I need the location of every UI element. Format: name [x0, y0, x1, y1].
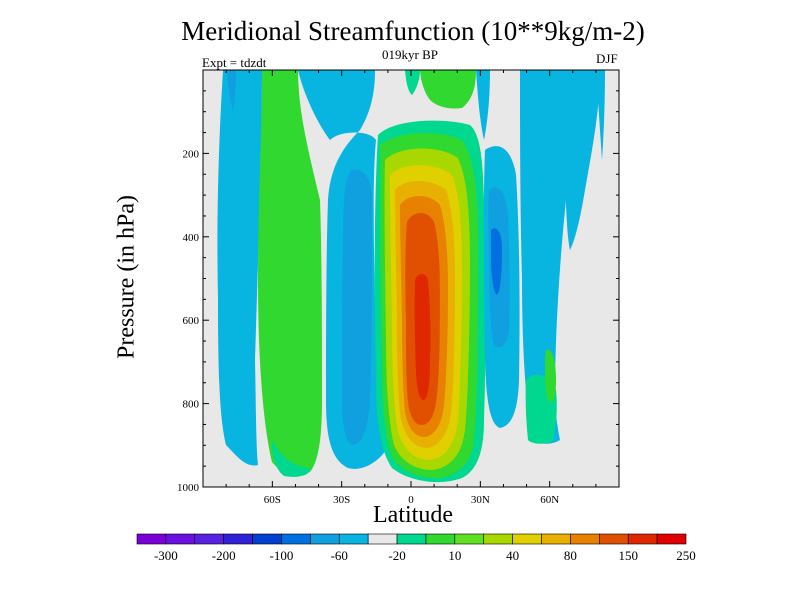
chart-title: Meridional Streamfunction (10**9kg/m-2): [181, 16, 645, 46]
colorbar-box: [656, 533, 687, 545]
contour-north-top-right-strip: [520, 70, 545, 88]
colorbar-box: [425, 533, 456, 545]
contour-north-top-blob-level-10: [405, 70, 420, 95]
colorbar-box: [281, 533, 311, 545]
colorbar-box: [136, 533, 167, 545]
colorbar-box: [570, 533, 600, 545]
x-axis-label: Latitude: [373, 502, 453, 528]
contour-fill-group: [217, 70, 605, 483]
colorbar-box: [252, 533, 282, 545]
contour-45n-band: [520, 70, 575, 444]
colorbar-label: 10: [448, 548, 461, 563]
x-axis-ticks: 60S 30S 0 30N 60N: [225, 70, 597, 506]
colorbar-box: [512, 533, 542, 545]
colorbar-box: [194, 533, 224, 545]
colorbar-box: [483, 533, 513, 545]
colorbar-box: [223, 533, 253, 545]
colorbar-box: [165, 533, 196, 545]
y-tick-label: 1000: [177, 482, 200, 494]
colorbar-box: [627, 533, 658, 545]
colorbar-label: -20: [388, 548, 405, 563]
contour-30s-column-inner: [342, 169, 372, 445]
contour-30n-column-inner: [491, 228, 502, 295]
colorbar-box: [310, 533, 340, 545]
contour-45n-band-level-40: [545, 349, 556, 402]
y-axis-ticks: 200 400 600 800 1000: [177, 90, 619, 494]
contour-south-band-outer: [217, 70, 262, 466]
y-tick-label: 600: [183, 315, 200, 327]
contour-north-top-strip: [306, 70, 345, 130]
colorbar-box: [367, 533, 398, 545]
experiment-label: Expt = tdzdt: [202, 55, 267, 70]
colorbar-label: -60: [331, 548, 348, 563]
contour-north-polar-column-b: [596, 70, 605, 160]
colorbar-box: [454, 533, 485, 545]
contour-green-band: [258, 70, 322, 475]
colorbar-label: -100: [270, 548, 294, 563]
y-tick-label: 400: [183, 232, 200, 244]
colorbar-label: 80: [564, 548, 577, 563]
contour-green-band-edge: [272, 440, 311, 477]
colorbar-label: 250: [676, 548, 696, 563]
contour-north-top-strip-blue: [476, 70, 490, 140]
y-tick-label: 800: [183, 399, 200, 411]
x-tick-label: 30N: [471, 494, 490, 506]
contour-north-top-blob-green: [420, 70, 476, 109]
x-tick-label: 60S: [264, 494, 281, 506]
contour-south-band-inner: [227, 70, 236, 110]
contour-north-polar-column-a: [558, 70, 600, 250]
colorbar-box: [599, 533, 629, 545]
chart-subtitle: 019kyr BP: [382, 47, 438, 62]
contour-hadley-level-300: [414, 274, 431, 400]
y-tick-label: 200: [183, 148, 200, 160]
x-tick-label: 0: [408, 494, 414, 506]
colorbar-box: [396, 533, 427, 545]
colorbar-label: 40: [506, 548, 519, 563]
colorbar: -300 -200 -100 -60 -20 10 40 80 150 250: [136, 533, 696, 563]
plot-area: 200 400 600 800 1000 60S 30S 0 30N 60N: [177, 69, 620, 506]
colorbar-label: -300: [154, 548, 178, 563]
x-tick-label: 30S: [333, 494, 350, 506]
colorbar-box: [338, 533, 369, 545]
colorbar-label: -200: [212, 548, 236, 563]
colorbar-label: 150: [618, 548, 638, 563]
x-tick-label: 60N: [540, 494, 559, 506]
colorbar-box: [541, 533, 571, 545]
season-label: DJF: [596, 51, 618, 66]
